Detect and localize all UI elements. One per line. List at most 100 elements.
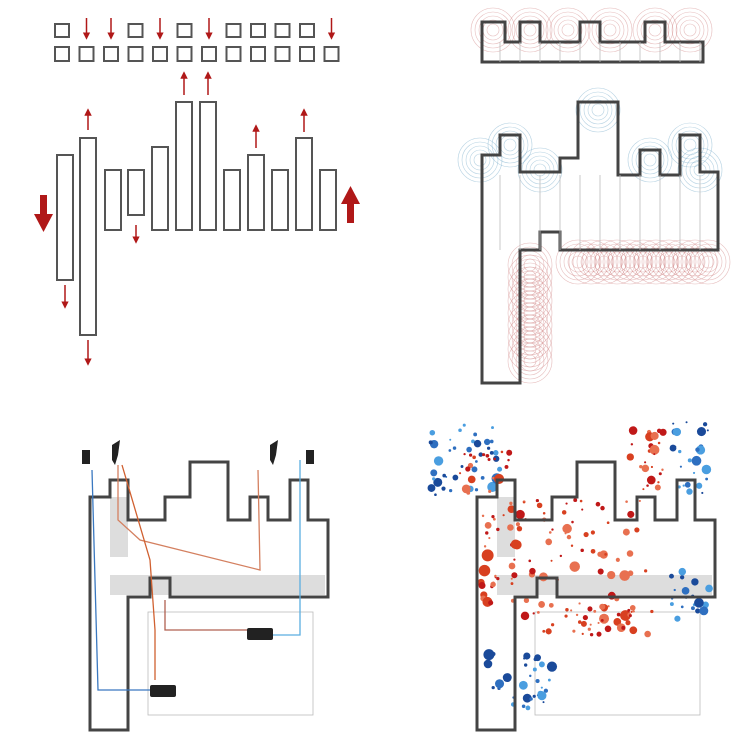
- dot: [589, 632, 594, 637]
- dot: [659, 428, 667, 436]
- dot: [491, 426, 494, 430]
- dot: [682, 484, 685, 487]
- dot: [506, 449, 513, 456]
- dot: [695, 447, 700, 452]
- dot: [661, 468, 664, 471]
- ring: [607, 239, 653, 285]
- dot: [483, 659, 493, 669]
- dot: [529, 697, 533, 701]
- dot: [441, 486, 446, 491]
- dot: [564, 532, 567, 535]
- ring: [627, 137, 673, 183]
- ring: [632, 7, 678, 53]
- dot: [496, 527, 500, 532]
- ground-area: [147, 611, 314, 716]
- panel-boxes: [54, 18, 340, 366]
- ring: [511, 318, 549, 356]
- dot: [540, 686, 543, 689]
- dot: [518, 680, 528, 690]
- ring: [515, 334, 545, 364]
- dot: [434, 493, 437, 497]
- dot: [696, 482, 703, 489]
- dot: [433, 456, 444, 466]
- dot: [658, 472, 662, 476]
- ring: [587, 99, 609, 121]
- path-cyan: [270, 460, 301, 636]
- ring: [610, 255, 624, 269]
- zone-rings: [457, 7, 731, 384]
- small-box: [299, 46, 315, 62]
- ring: [587, 7, 633, 53]
- ring: [615, 247, 645, 277]
- dot: [619, 570, 630, 581]
- dot: [673, 588, 676, 592]
- dot: [487, 651, 491, 655]
- dot: [478, 582, 486, 590]
- dot: [686, 488, 693, 495]
- dot: [538, 601, 545, 608]
- ring: [511, 294, 549, 332]
- ring: [568, 239, 614, 285]
- ring: [511, 11, 549, 49]
- dot: [570, 609, 573, 612]
- dot: [616, 612, 621, 617]
- dot: [449, 438, 452, 441]
- dot: [589, 623, 592, 626]
- dot: [525, 705, 531, 711]
- dot: [469, 453, 473, 457]
- ring: [523, 330, 537, 344]
- dot: [523, 657, 526, 660]
- big-arrows: [34, 186, 360, 232]
- small-box: [78, 46, 95, 62]
- dot: [590, 548, 596, 554]
- dot: [566, 534, 572, 540]
- dot: [650, 465, 654, 469]
- ring: [515, 15, 545, 45]
- dot: [449, 488, 453, 493]
- section: [88, 460, 330, 732]
- dot: [452, 474, 459, 481]
- ring: [549, 11, 587, 49]
- dot: [482, 453, 486, 457]
- dot: [654, 484, 661, 491]
- dot: [523, 597, 530, 604]
- ring: [511, 258, 549, 296]
- bar-box: [199, 101, 217, 231]
- dot: [570, 544, 574, 547]
- ring: [684, 251, 706, 273]
- bar-box: [247, 154, 265, 231]
- ground-area: [534, 611, 701, 716]
- dot: [491, 652, 496, 656]
- ring: [649, 255, 663, 269]
- dot: [582, 614, 588, 621]
- dot: [561, 510, 567, 515]
- ring: [589, 247, 619, 277]
- ring: [511, 282, 549, 320]
- dot: [653, 453, 656, 456]
- dot: [627, 510, 635, 518]
- shaded-zone: [497, 575, 712, 595]
- ring: [628, 247, 658, 277]
- ring: [557, 19, 579, 41]
- dot: [629, 605, 636, 611]
- dot: [678, 567, 687, 576]
- ring: [593, 251, 615, 273]
- dot: [511, 572, 518, 579]
- dot: [496, 577, 500, 581]
- dot: [551, 528, 554, 531]
- dot: [548, 602, 554, 608]
- ring: [594, 239, 640, 285]
- ring: [523, 354, 537, 368]
- dot: [487, 458, 491, 462]
- dot: [465, 466, 471, 472]
- dot: [679, 575, 685, 580]
- small-box: [225, 46, 242, 62]
- ring: [646, 239, 692, 285]
- dot: [546, 661, 558, 672]
- ring: [633, 239, 679, 285]
- dot: [494, 574, 497, 578]
- dot: [621, 625, 626, 630]
- ring: [583, 95, 613, 125]
- small-box: [274, 46, 291, 62]
- ring: [507, 254, 553, 300]
